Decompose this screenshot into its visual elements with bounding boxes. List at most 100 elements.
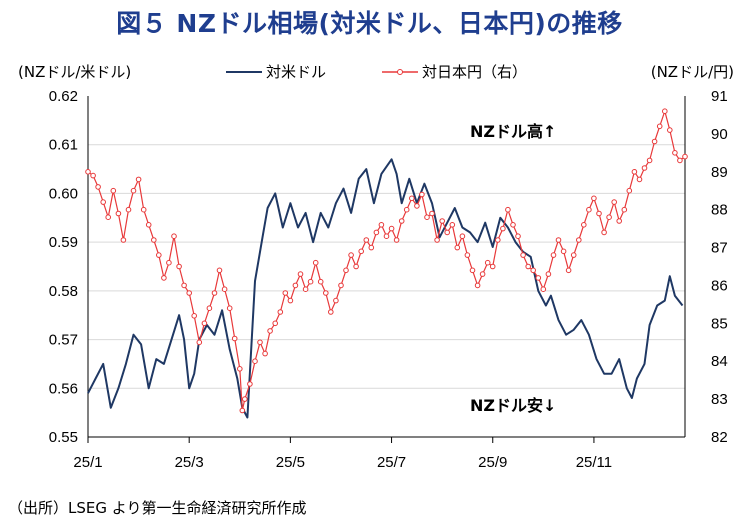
source-note: （出所）LSEG より第一生命経済研究所作成	[8, 499, 307, 517]
right-tick-label: 91	[711, 88, 728, 105]
right-tick-label: 82	[711, 429, 728, 446]
series-jpy-point	[383, 233, 390, 239]
left-tick-label: 0.55	[49, 429, 78, 446]
series-jpy-point	[464, 252, 471, 258]
series-jpy-point	[378, 222, 385, 228]
series-jpy-point	[156, 252, 162, 258]
series-jpy-point	[565, 267, 572, 274]
series-jpy-point	[373, 229, 380, 236]
series-jpy-point	[368, 244, 375, 251]
series-jpy-point	[641, 165, 648, 171]
series-jpy-point	[646, 157, 653, 164]
series-jpy-point	[262, 350, 268, 357]
left-axis-ticks: 0.62 0.61 0.60 0.59 0.58 0.57 0.56 0.55	[49, 88, 78, 446]
series-jpy-point	[181, 282, 187, 289]
series-jpy-point	[358, 248, 365, 255]
left-tick-label: 0.56	[49, 380, 78, 397]
x-tick-label: 25/1	[73, 454, 102, 471]
series-jpy-point	[459, 233, 466, 239]
legend-usd-label: 対米ドル	[266, 63, 326, 81]
series-jpy-point	[105, 214, 111, 220]
series-jpy-point	[403, 206, 410, 213]
legend-jpy-label: 対日本円（右）	[422, 63, 527, 81]
series-jpy-point	[586, 206, 592, 213]
annotation-high: NZドル高↑	[470, 122, 556, 141]
series-jpy-point	[631, 169, 638, 175]
series-jpy-point	[171, 233, 177, 239]
x-tick-label: 25/3	[175, 454, 204, 471]
left-tick-label: 0.57	[49, 332, 78, 349]
series-jpy-point	[211, 290, 218, 296]
series-jpy-point	[434, 237, 440, 243]
series-jpy-point	[414, 203, 420, 209]
x-tick-label: 25/5	[276, 454, 305, 471]
series-jpy-point	[616, 218, 623, 224]
series-jpy-point	[454, 244, 461, 251]
series-jpy-point	[151, 237, 157, 243]
series-jpy-point	[525, 263, 532, 270]
series-usd	[87, 158, 684, 419]
series-jpy-point	[257, 339, 263, 346]
right-axis-ticks: 91 90 89 88 87 86 85 84 83 82	[711, 88, 728, 446]
series-jpy-point	[550, 252, 557, 258]
series-jpy	[85, 108, 688, 414]
annotation-low: NZドル安↓	[470, 396, 556, 415]
series-jpy-point	[409, 195, 415, 202]
series-jpy-point	[576, 237, 582, 243]
right-tick-label: 89	[711, 164, 728, 181]
series-jpy-point	[282, 290, 289, 296]
series-jpy-point	[515, 233, 521, 239]
series-jpy-point	[530, 267, 537, 274]
series-jpy-point	[100, 199, 106, 205]
series-jpy-point	[226, 305, 233, 312]
left-tick-label: 0.62	[49, 88, 78, 105]
series-jpy-point	[140, 206, 147, 213]
right-tick-label: 86	[711, 277, 728, 294]
series-jpy-point	[297, 271, 304, 277]
series-jpy-point	[651, 138, 658, 145]
series-jpy-point	[606, 214, 612, 220]
series-jpy-point	[540, 286, 547, 293]
series-jpy-point	[424, 214, 430, 220]
right-tick-label: 83	[711, 391, 728, 408]
chart-title: 図５ NZドル相場(対米ドル、日本円)の推移	[116, 9, 623, 38]
series-jpy-point	[161, 275, 167, 281]
series-jpy-point	[474, 282, 481, 289]
series-jpy-point	[505, 206, 511, 213]
series-jpy-point	[449, 222, 456, 228]
series-jpy-point	[206, 305, 213, 312]
series-jpy-point	[85, 169, 91, 175]
series-jpy-point	[662, 108, 668, 114]
series-jpy-point	[621, 206, 628, 213]
series-jpy-point	[90, 172, 96, 179]
series-jpy-point	[323, 290, 329, 296]
series-jpy-point	[252, 358, 258, 365]
x-axis-ticks: 25/1 25/3 25/5 25/7 25/9 25/11	[73, 437, 612, 471]
series-jpy-point	[636, 176, 643, 183]
series-jpy-point	[196, 339, 203, 346]
series-jpy-point	[570, 252, 577, 258]
series-jpy-point	[221, 286, 228, 293]
series-jpy-point	[479, 271, 486, 277]
series-jpy-point	[495, 237, 501, 243]
legend-jpy-marker	[397, 69, 403, 75]
series-jpy-point	[500, 225, 506, 232]
series-jpy-point	[489, 263, 496, 270]
series-jpy-point	[135, 176, 142, 183]
x-tick-label: 25/9	[478, 454, 507, 471]
series-jpy-point	[388, 225, 395, 232]
series-jpy-point	[353, 263, 359, 270]
x-tick-label: 25/11	[576, 454, 612, 471]
series-jpy-point	[302, 286, 309, 293]
series-jpy-point	[317, 278, 324, 285]
series-jpy-point	[667, 127, 673, 133]
series-jpy-point	[166, 259, 172, 266]
left-tick-label: 0.59	[49, 234, 78, 251]
series-jpy-point	[682, 153, 688, 160]
series-jpy-point	[363, 237, 370, 243]
series-jpy-point	[120, 237, 127, 243]
series-jpy-line	[87, 110, 686, 412]
series-jpy-point	[95, 184, 101, 190]
plot-frame	[87, 96, 686, 438]
